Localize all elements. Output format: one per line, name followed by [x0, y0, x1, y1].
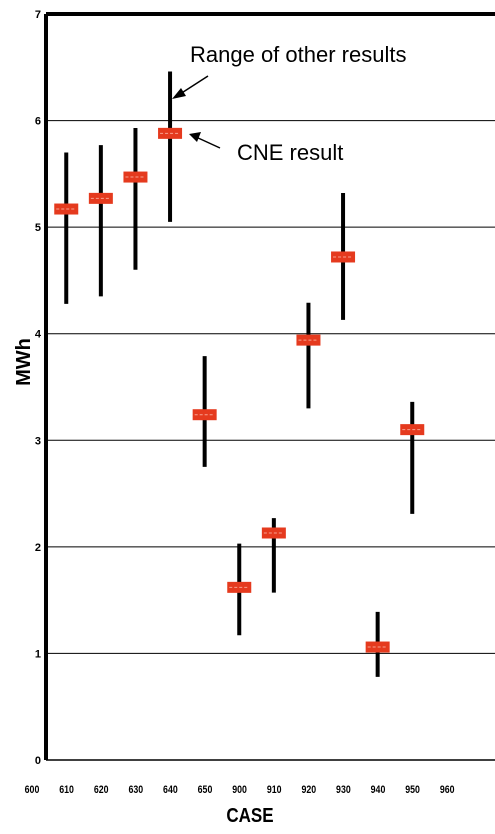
cne-marker	[192, 409, 217, 421]
x-tick-label: 600	[25, 784, 40, 796]
y-tick-label: 3	[35, 435, 41, 447]
annotation-cne-arrowhead	[189, 132, 201, 142]
cne-marker	[227, 581, 252, 593]
x-tick-label: 910	[267, 784, 282, 796]
x-tick-label: 900	[232, 784, 247, 796]
y-tick-label: 4	[35, 329, 42, 341]
annotation-cne-label: CNE result	[237, 140, 343, 165]
x-tick-label: 950	[405, 784, 420, 796]
x-tick-label: 610	[59, 784, 74, 796]
y-axis-label: MWh	[13, 338, 35, 386]
x-tick-label: 620	[94, 784, 109, 796]
annotations: Range of other results CNE result	[172, 42, 406, 165]
cne-marker	[400, 424, 425, 436]
x-tick-labels: 600 610 620 630 640 650 900 910 920 930 940 950 960	[25, 784, 455, 796]
cne-marker	[88, 192, 113, 204]
cne-marker	[296, 334, 321, 346]
x-tick-label: 930	[336, 784, 351, 796]
cne-marker	[365, 641, 390, 653]
y-tick-label: 7	[35, 9, 41, 21]
y-tick-labels: 0 1 2 3 4 5 6 7	[35, 9, 42, 767]
annotation-range-label: Range of other results	[190, 42, 406, 67]
annotation-range-arrowhead	[172, 88, 186, 99]
cne-marker	[123, 171, 148, 183]
y-tick-label: 6	[35, 116, 41, 128]
x-tick-label: 640	[163, 784, 178, 796]
y-tick-label: 2	[35, 542, 41, 554]
annotation-cne-arrow	[195, 136, 221, 149]
cne-marker	[158, 127, 183, 139]
x-tick-label: 650	[198, 784, 213, 796]
y-tick-label: 1	[35, 648, 41, 660]
cne-marker	[331, 251, 356, 263]
y-tick-label: 5	[35, 222, 41, 234]
y-tick-label: 0	[35, 755, 41, 767]
axes	[44, 12, 495, 761]
x-axis-label: CASE	[226, 804, 273, 827]
cne-markers	[54, 127, 425, 653]
gridlines	[46, 120, 495, 654]
x-tick-label: 960	[440, 784, 455, 796]
x-tick-label: 630	[128, 784, 143, 796]
cne-marker	[261, 527, 286, 539]
x-tick-label: 940	[371, 784, 386, 796]
cne-marker	[54, 203, 79, 215]
x-tick-label: 920	[301, 784, 316, 796]
